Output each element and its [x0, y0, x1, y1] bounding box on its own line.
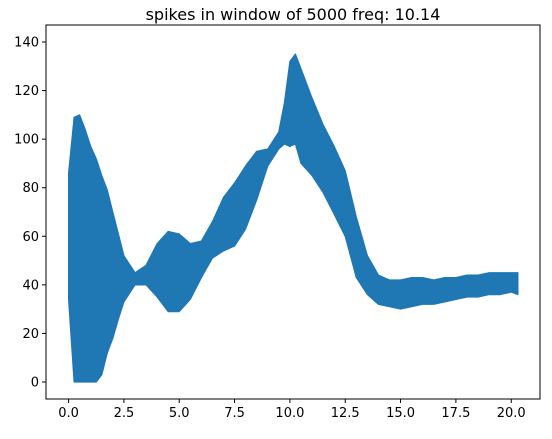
- series-layer: [68, 53, 519, 383]
- x-tick-label: 15.0: [386, 406, 415, 421]
- x-tick-label: 17.5: [441, 406, 470, 421]
- y-tick-label: 20: [22, 327, 39, 342]
- x-tick-label: 12.5: [331, 406, 360, 421]
- x-tick-label: 7.5: [224, 406, 245, 421]
- series-band-spikes: [68, 53, 519, 383]
- y-tick-label: 140: [14, 36, 39, 51]
- y-axis: 0 20 40 60 80 100 120 140: [14, 36, 46, 391]
- x-tick-label: 5.0: [169, 406, 190, 421]
- chart-title: spikes in window of 5000 freq: 10.14: [146, 5, 441, 24]
- y-tick-label: 80: [22, 181, 39, 196]
- plot-area-frame: [45, 24, 541, 400]
- x-tick-label: 0.0: [58, 406, 79, 421]
- y-tick-label: 120: [14, 84, 39, 99]
- y-tick-label: 60: [22, 230, 39, 245]
- x-tick-label: 10.0: [275, 406, 304, 421]
- y-tick-label: 40: [22, 278, 39, 293]
- y-tick-label: 0: [31, 376, 39, 391]
- y-tick-label: 100: [14, 133, 39, 148]
- x-tick-label: 20.0: [497, 406, 526, 421]
- x-axis: 0.0 2.5 5.0 7.5 10.0 12.5 15.0 17.5 20.0: [58, 399, 526, 421]
- x-tick-label: 2.5: [114, 406, 135, 421]
